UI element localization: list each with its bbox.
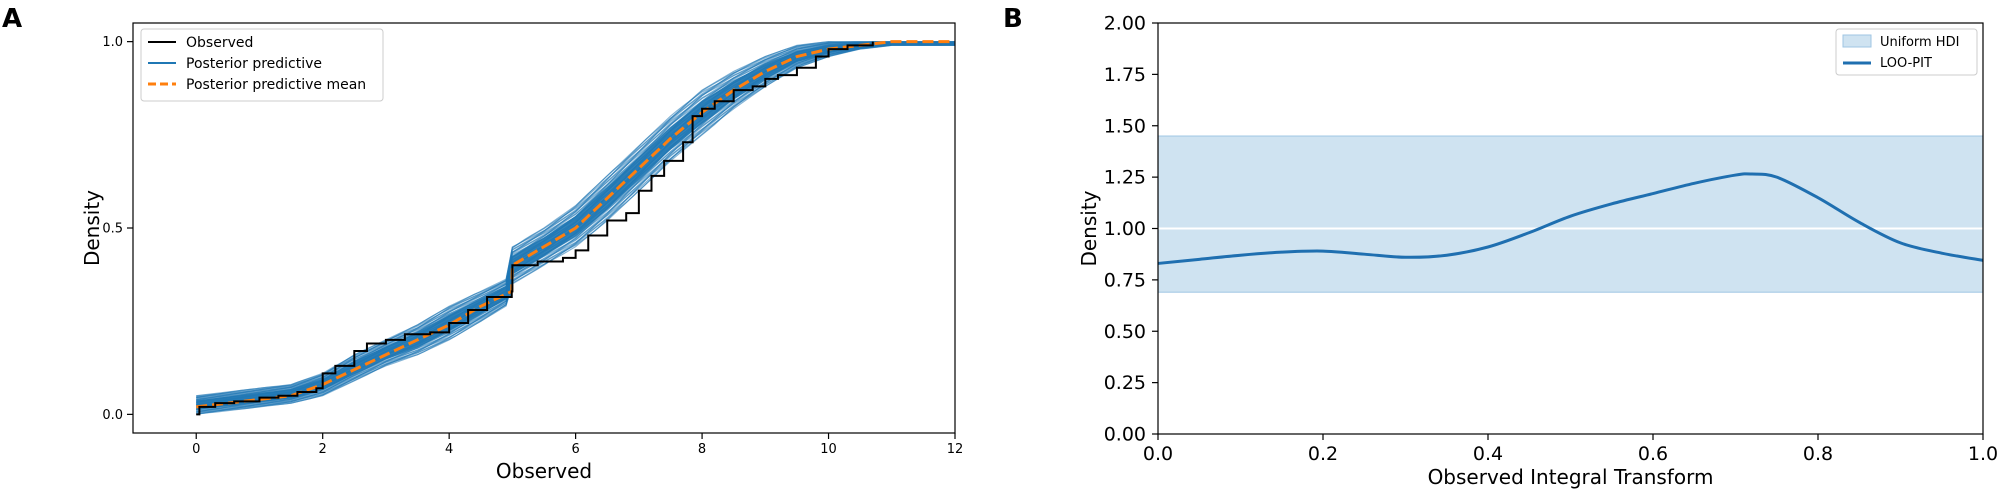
- legend-label: Uniform HDI: [1880, 35, 1959, 50]
- panel-b-ticks: 0.0 0.2 0.4 0.6 0.8 1.0 0.00 0.25 0.50 0.75 1.00 1.…: [1104, 13, 1998, 466]
- panel-a-marks: [196, 40, 955, 416]
- panel-a-ticks: 0 2 4 6 8 10 12 0.0 0.5 1.0: [102, 35, 963, 457]
- panel-a-y-axis-label: Density: [80, 190, 104, 266]
- posterior-predictive-mean-line: [196, 40, 955, 409]
- x-tick-label: 2: [319, 442, 327, 457]
- x-tick-label: 4: [445, 442, 453, 457]
- x-tick-label: 0.2: [1308, 443, 1338, 465]
- x-tick-label: 10: [820, 442, 837, 457]
- x-tick-label: 6: [571, 442, 579, 457]
- y-tick-label: 1.75: [1104, 64, 1146, 86]
- x-tick-label: 1.0: [1968, 443, 1998, 465]
- legend-label: LOO-PIT: [1880, 56, 1932, 71]
- x-tick-label: 0.0: [1143, 443, 1173, 465]
- y-tick-label: 0.75: [1104, 269, 1146, 291]
- loo-pit-line: [1157, 172, 1984, 265]
- panel-b-x-axis-label: Observed Integral Transform: [1428, 465, 1714, 489]
- y-tick-label: 0.5: [102, 222, 123, 237]
- legend-label: Posterior predictive: [186, 56, 322, 72]
- y-tick-label: 1.25: [1104, 167, 1146, 189]
- y-tick-label: 1.50: [1104, 115, 1146, 137]
- observed-line: [196, 41, 874, 416]
- uniform-hdi-band: [1157, 135, 1984, 293]
- x-tick-label: 0: [192, 442, 200, 457]
- y-tick-label: 2.00: [1104, 13, 1146, 35]
- panel-b-y-axis-label: Density: [1077, 190, 1101, 266]
- x-tick-label: 12: [947, 442, 964, 457]
- panel-b-letter: B: [1003, 4, 1023, 34]
- panel-b-legend: Uniform HDI LOO-PIT: [1835, 28, 1978, 76]
- legend-box: [140, 28, 384, 102]
- x-tick-label: 8: [698, 442, 706, 457]
- legend-label: Posterior predictive mean: [186, 77, 366, 93]
- y-tick-label: 0.50: [1104, 321, 1146, 343]
- y-tick-label: 0.0: [102, 408, 123, 423]
- y-tick-label: 1.00: [1104, 218, 1146, 240]
- panel-a: A 0 2 4 6 8 10 12 0.0 0.5 1.0 Observed Density Ob…: [2, 4, 963, 483]
- legend-label: Observed: [186, 35, 253, 51]
- panel-b-marks: [1157, 172, 1984, 265]
- panel-a-legend: Observed Posterior predictive Posterior pr…: [140, 28, 384, 102]
- y-tick-label: 0.25: [1104, 372, 1146, 394]
- x-tick-label: 0.4: [1473, 443, 1503, 465]
- y-tick-label: 0.00: [1104, 424, 1146, 446]
- panel-b: B 0.0 0.2 0.4 0.6 0.8 1.0 0.00 0.25 0.50 0.75 1.00…: [1003, 4, 1998, 489]
- x-tick-label: 0.6: [1638, 443, 1668, 465]
- panel-a-letter: A: [2, 4, 22, 34]
- panel-a-x-axis-label: Observed: [496, 459, 592, 483]
- y-tick-label: 1.0: [102, 35, 123, 50]
- x-tick-label: 0.8: [1803, 443, 1833, 465]
- legend-swatch: [1842, 34, 1872, 48]
